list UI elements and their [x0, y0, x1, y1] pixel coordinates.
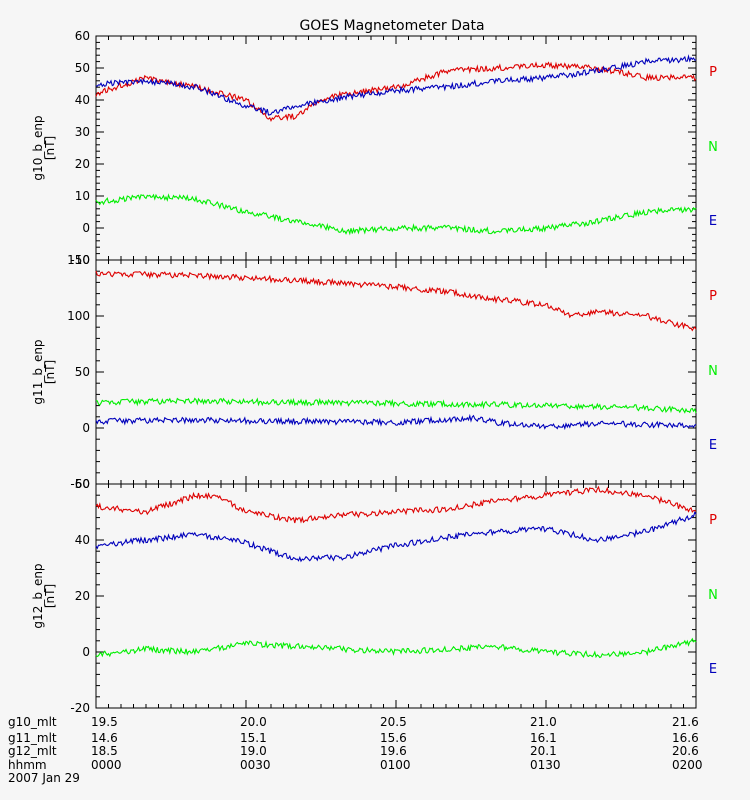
y-tick-label: -50 [70, 477, 90, 491]
y-tick-label: 60 [75, 477, 90, 491]
footer-value: 0100 [380, 758, 411, 772]
y-tick-label: 50 [75, 365, 90, 379]
y-tick-label: 0 [82, 421, 90, 435]
footer-value: 16.6 [672, 731, 699, 745]
series-line-N [95, 193, 697, 236]
y-tick-label: 20 [75, 589, 90, 603]
footer-label: g10_mlt [8, 715, 57, 729]
series-line-E [95, 510, 697, 563]
series-line-N [95, 637, 697, 659]
y-axis-label: g12_b_enp [31, 563, 45, 628]
legend-label-E: E [709, 438, 717, 453]
footer-label: g12_mlt [8, 744, 57, 758]
series-line-E [95, 54, 697, 116]
y-tick-label: 10 [75, 189, 90, 203]
series-line-P [95, 485, 697, 524]
panel-frame [95, 483, 697, 709]
legend-label-P: P [709, 289, 717, 304]
footer-label: g11_mlt [8, 731, 57, 745]
footer-value: 16.1 [530, 731, 557, 745]
footer-value: 0000 [91, 758, 122, 772]
footer-value: 0130 [530, 758, 561, 772]
series-line-N [95, 397, 697, 414]
footer-value: 18.5 [91, 744, 118, 758]
legend-label-P: P [709, 513, 717, 528]
footer-date: 2007 Jan 29 [8, 771, 80, 785]
series-line-P [95, 270, 697, 332]
y-tick-label: 0 [82, 221, 90, 235]
footer-value: 0030 [240, 758, 271, 772]
legend-label-N: N [708, 140, 718, 155]
legend-label-P: P [709, 65, 717, 80]
footer-value: 20.1 [530, 744, 557, 758]
y-axis-unit: [nT] [43, 584, 57, 608]
series-line-E [95, 413, 697, 431]
y-tick-label: 0 [82, 645, 90, 659]
footer-value: 20.0 [240, 715, 267, 729]
y-tick-label: 20 [75, 157, 90, 171]
y-tick-label: 150 [67, 253, 90, 267]
footer-value: 21.6 [672, 715, 699, 729]
legend-label-E: E [709, 214, 717, 229]
y-tick-label: 100 [67, 309, 90, 323]
y-axis-unit: [nT] [43, 136, 57, 160]
footer-label: hhmm [8, 758, 47, 772]
legend-label-N: N [708, 588, 718, 603]
footer-value: 19.5 [91, 715, 118, 729]
footer-value: 21.0 [530, 715, 557, 729]
chart-title: GOES Magnetometer Data [299, 18, 484, 34]
y-tick-label: 60 [75, 29, 90, 43]
legend-label-E: E [709, 662, 717, 677]
footer-value: 20.6 [672, 744, 699, 758]
footer-value: 14.6 [91, 731, 118, 745]
footer-value: 15.6 [380, 731, 407, 745]
y-axis-unit: [nT] [43, 360, 57, 384]
panel-frame [95, 259, 697, 485]
y-axis-label: g10_b_enp [31, 115, 45, 180]
legend-label-N: N [708, 364, 718, 379]
y-tick-label: 50 [75, 61, 90, 75]
footer-value: 0200 [672, 758, 703, 772]
footer-value: 20.5 [380, 715, 407, 729]
y-axis-label: g11_b_enp [31, 339, 45, 404]
footer-value: 15.1 [240, 731, 267, 745]
y-tick-label: -10 [70, 253, 90, 267]
y-tick-label: 30 [75, 125, 90, 139]
y-tick-label: 40 [75, 533, 90, 547]
footer-value: 19.6 [380, 744, 407, 758]
footer-value: 19.0 [240, 744, 267, 758]
y-tick-label: 40 [75, 93, 90, 107]
y-tick-label: -20 [70, 701, 90, 715]
series-line-P [95, 61, 697, 123]
